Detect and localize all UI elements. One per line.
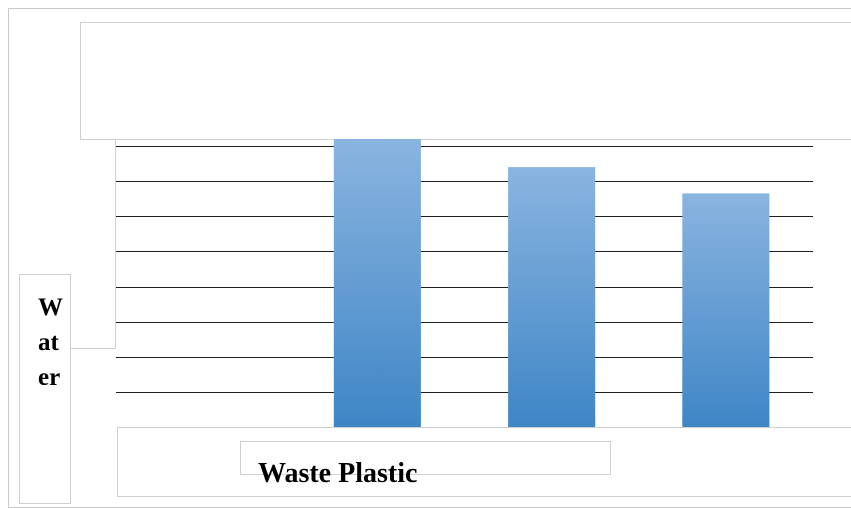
bar-2: [333, 139, 421, 427]
y-axis-label-connector: [70, 140, 116, 349]
chart-title-box: [80, 22, 851, 140]
y-axis-label: Water: [38, 294, 63, 391]
bar-3: [508, 167, 596, 427]
bars: [333, 139, 770, 427]
bar-chart: [116, 139, 813, 427]
bar-4: [682, 193, 770, 427]
x-axis-label: Waste Plastic: [258, 458, 418, 489]
x-axis-label-box: [240, 441, 611, 475]
